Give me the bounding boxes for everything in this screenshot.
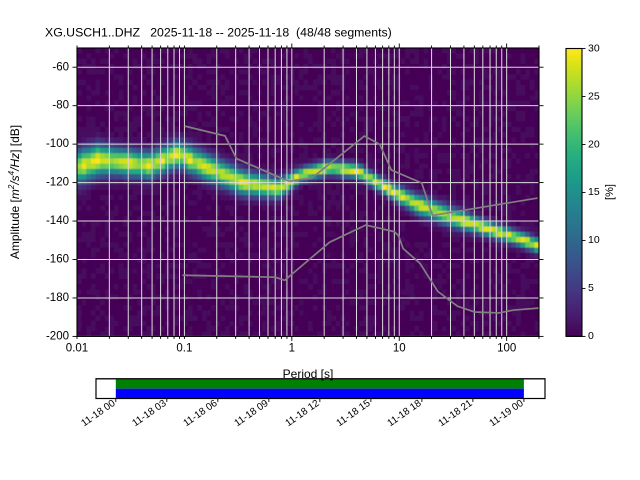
svg-text:20: 20	[588, 138, 600, 150]
svg-text:Amplitude [m2/s4/Hz] [dB]: Amplitude [m2/s4/Hz] [dB]	[7, 125, 23, 259]
svg-text:-100: -100	[46, 138, 69, 150]
svg-text:XG.USCH1..DHZ 2025-11-18 --: XG.USCH1..DHZ 2025-11-18 -- 2025-11-18 (…	[45, 25, 392, 39]
svg-text:10: 10	[393, 343, 406, 355]
svg-text:100: 100	[497, 343, 516, 355]
svg-text:10: 10	[588, 234, 600, 246]
svg-text:15: 15	[588, 186, 600, 198]
svg-text:0: 0	[588, 330, 594, 342]
svg-text:-200: -200	[46, 330, 69, 342]
svg-text:-160: -160	[46, 254, 69, 266]
svg-text:1: 1	[289, 343, 295, 355]
svg-text:30: 30	[588, 42, 600, 54]
svg-text:-60: -60	[52, 61, 69, 73]
svg-text:25: 25	[588, 90, 600, 102]
svg-text:5: 5	[588, 282, 594, 294]
svg-text:-180: -180	[46, 292, 69, 304]
svg-text:-80: -80	[52, 100, 69, 112]
svg-text:-140: -140	[46, 215, 69, 227]
svg-text:Period [s]: Period [s]	[283, 367, 334, 381]
svg-text:0.1: 0.1	[176, 343, 192, 355]
svg-text:[%]: [%]	[604, 184, 616, 200]
svg-text:0.01: 0.01	[66, 343, 88, 355]
svg-text:-120: -120	[46, 177, 69, 189]
